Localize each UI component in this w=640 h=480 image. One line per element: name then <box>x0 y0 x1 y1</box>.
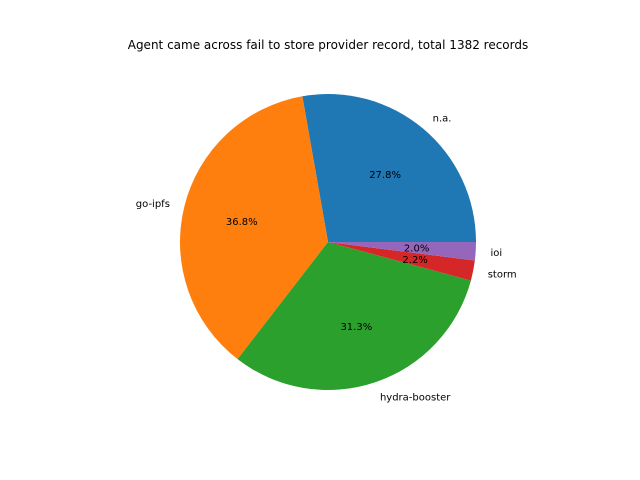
pie-slice-ioi <box>328 242 476 261</box>
pie-slices <box>180 94 476 390</box>
slice-percent-label: 36.8% <box>226 217 258 228</box>
slice-percent-label: 2.2% <box>402 255 427 266</box>
slice-percent-label: 31.3% <box>340 322 372 333</box>
slice-percent-label: 27.8% <box>369 170 401 181</box>
chart-title: Agent came across fail to store provider… <box>128 38 529 52</box>
pie-slice-n-a <box>302 94 476 242</box>
pie-slice-storm <box>328 242 475 281</box>
pie-slice-hydra-booster <box>237 242 471 390</box>
slice-percent-label: 2.0% <box>404 244 429 255</box>
slice-label: hydra-booster <box>380 392 451 403</box>
pie-labels: n.a. 27.8% go-ipfs 36.8% hydra-booster 31.3% s… <box>136 113 517 403</box>
slice-label: ioi <box>490 248 502 259</box>
slice-label: storm <box>488 269 517 280</box>
pie-slice-go-ipfs <box>180 96 328 360</box>
slice-label: go-ipfs <box>136 199 170 210</box>
slice-label: n.a. <box>433 113 452 124</box>
